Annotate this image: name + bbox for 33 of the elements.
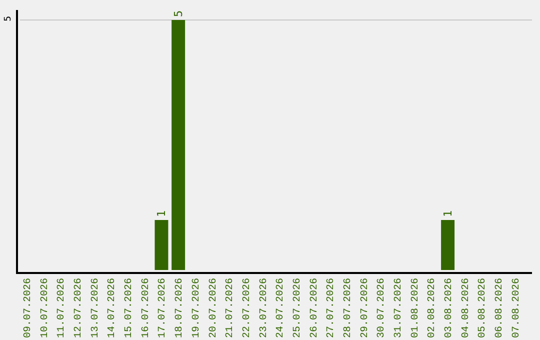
x-tick-label: 03.08.2026 [444, 278, 456, 338]
x-tick-label: 06.08.2026 [494, 278, 506, 338]
x-tick-label: 20.07.2026 [208, 278, 220, 338]
x-tick-label: 13.07.2026 [90, 278, 102, 338]
text: 1 [441, 210, 454, 217]
x-tick-label: 12.07.2026 [74, 278, 85, 338]
x-tick-label: 30.07.2026 [376, 278, 388, 338]
x-tick-label: 01.08.2026 [410, 278, 422, 338]
x-tick-label: 09.07.2026 [22, 278, 34, 338]
x-tick-label: 28.07.2026 [342, 278, 354, 338]
x-tick-label: 31.07.2026 [394, 278, 405, 338]
x-tick-label: 16.07.2026 [140, 278, 152, 338]
x-tick-label: 07.08.2026 [511, 278, 522, 338]
x-tick-label: 14.07.2026 [107, 278, 118, 338]
x-tick-label: 15.07.2026 [124, 278, 136, 338]
x-tick-label: 23.07.2026 [258, 278, 270, 338]
x-tick-label: 05.08.2026 [478, 278, 489, 338]
text: 1 [154, 210, 168, 217]
x-tick-label: 04.08.2026 [460, 278, 472, 338]
x-tick-label: 29.07.2026 [360, 278, 371, 338]
x-tick-label: 27.07.2026 [326, 278, 338, 338]
x-tick-label: 24.07.2026 [276, 278, 287, 338]
x-tick-label: 26.07.2026 [309, 278, 320, 338]
x-tick-label: 22.07.2026 [242, 278, 253, 338]
text: 5 [172, 10, 185, 17]
x-tick-label: 18.07.2026 [174, 278, 186, 338]
x-tick-label: 10.07.2026 [40, 278, 51, 338]
x-tick-label: 21.07.2026 [225, 278, 236, 338]
x-tick-label: 17.07.2026 [158, 278, 169, 338]
x-tick-label: 19.07.2026 [191, 278, 202, 338]
x-tick-label: 25.07.2026 [292, 278, 304, 338]
x-tick-label: 02.08.2026 [427, 278, 438, 338]
x-tick-label: 11.07.2026 [56, 278, 68, 338]
